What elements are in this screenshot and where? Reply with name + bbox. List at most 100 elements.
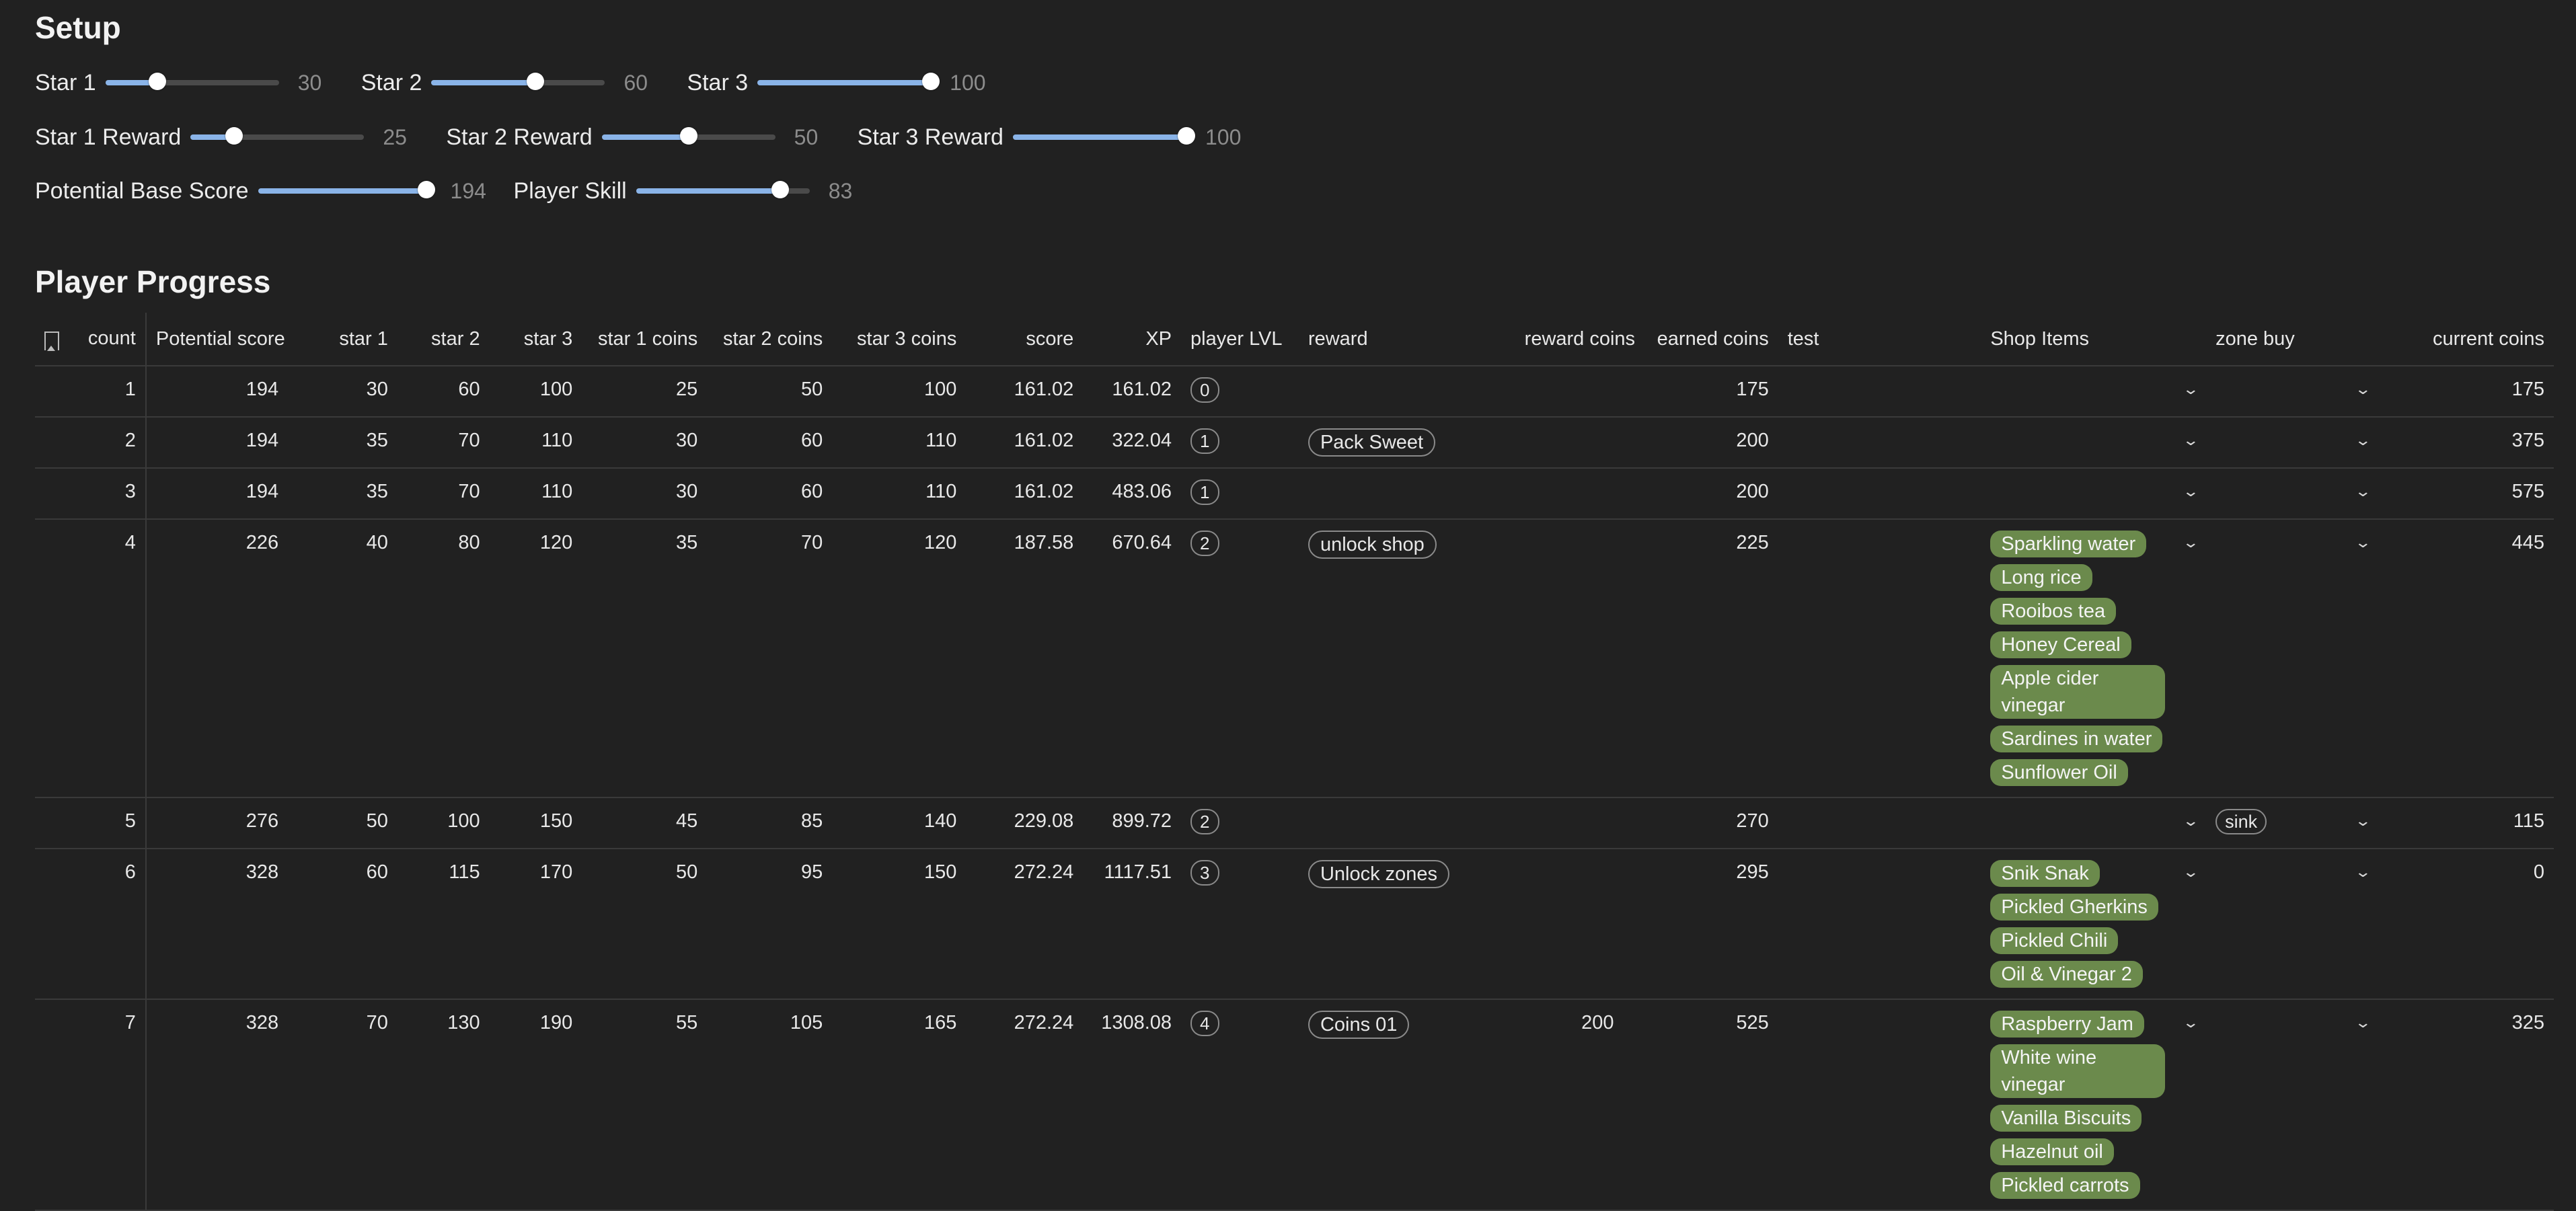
slider-track[interactable] bbox=[431, 73, 605, 90]
table-row[interactable]: 4 226 40 80 120 35 70 120 187.58 670.64 2 unlock sh… bbox=[35, 519, 2554, 797]
shop-items-list: Snik Snak Pickled Gherkins Pickled Chili Oi… bbox=[1990, 860, 2158, 988]
cell-test bbox=[1778, 849, 1981, 999]
slider-thumb[interactable] bbox=[922, 73, 940, 90]
cell-xp: 322.04 bbox=[1112, 430, 1172, 451]
chevron-down-icon[interactable]: ⌄ bbox=[2181, 863, 2199, 880]
slider-label: Star 3 bbox=[687, 69, 749, 95]
slider-thumb[interactable] bbox=[149, 73, 167, 90]
col-star1-coins[interactable]: star 1 coins bbox=[598, 327, 698, 350]
slider-track[interactable] bbox=[258, 181, 435, 198]
shop-item-tag: Hazelnut oil bbox=[1990, 1138, 2114, 1165]
slider-thumb[interactable] bbox=[771, 181, 789, 198]
col-star2-coins[interactable]: star 2 coins bbox=[722, 327, 823, 350]
col-star2[interactable]: star 2 bbox=[431, 327, 480, 350]
col-star1[interactable]: star 1 bbox=[339, 327, 388, 350]
slider-track[interactable] bbox=[636, 181, 810, 198]
slider-value: 100 bbox=[1205, 124, 1242, 149]
cell-shop-items[interactable]: Raspberry Jam White wine vinegar Vanilla B… bbox=[1981, 999, 2206, 1210]
cell-star2: 130 bbox=[447, 1012, 480, 1033]
table-row[interactable]: 2 194 35 70 110 30 60 110 161.02 322.04 1 Pack Swee… bbox=[35, 417, 2554, 468]
cell-c1: 30 bbox=[676, 430, 698, 451]
col-shop-items[interactable]: Shop Items bbox=[1990, 327, 2090, 350]
table-row[interactable]: 5 276 50 100 150 45 85 140 229.08 899.72 2 270 ⌄ sink… bbox=[35, 797, 2554, 849]
cell-current-coins: 175 bbox=[2511, 379, 2544, 400]
chevron-down-icon[interactable]: ⌄ bbox=[2354, 432, 2372, 448]
cell-star3: 170 bbox=[539, 861, 573, 883]
table-row[interactable]: 1 194 30 60 100 25 50 100 161.02 161.02 0 175 ⌄ ⌄ 175 bbox=[35, 366, 2554, 417]
cell-reward-coins bbox=[1515, 797, 1624, 849]
slider-value: 30 bbox=[297, 70, 322, 95]
chevron-down-icon[interactable]: ⌄ bbox=[2181, 534, 2199, 551]
slider-track[interactable] bbox=[190, 127, 365, 145]
cell-shop-items[interactable]: ⌄ bbox=[1981, 468, 2206, 519]
table-row[interactable]: 7 328 70 130 190 55 105 165 272.24 1308.08 4 Coins … bbox=[35, 999, 2554, 1210]
cell-shop-items[interactable]: ⌄ bbox=[1981, 366, 2206, 417]
cell-test bbox=[1778, 417, 1981, 468]
cell-reward-coins bbox=[1515, 417, 1624, 468]
col-reward-coins[interactable]: reward coins bbox=[1524, 327, 1636, 350]
slider-value: 50 bbox=[794, 124, 819, 149]
chevron-down-icon[interactable]: ⌄ bbox=[2354, 812, 2372, 829]
shop-item-tag: Apple cider vinegar bbox=[1990, 665, 2166, 719]
slider-track[interactable] bbox=[1012, 127, 1195, 145]
cell-zone-buy[interactable]: sink ⌄ bbox=[2206, 797, 2378, 849]
chevron-down-icon[interactable]: ⌄ bbox=[2354, 483, 2372, 500]
cell-c2: 50 bbox=[801, 379, 823, 400]
cell-shop-items[interactable]: ⌄ bbox=[1981, 797, 2206, 849]
slider-thumb[interactable] bbox=[225, 127, 243, 145]
slider-thumb[interactable] bbox=[417, 181, 435, 198]
cell-zone-buy[interactable]: ⌄ bbox=[2206, 366, 2378, 417]
chevron-down-icon[interactable]: ⌄ bbox=[2354, 534, 2372, 551]
chevron-down-icon[interactable]: ⌄ bbox=[2181, 1014, 2199, 1031]
col-score[interactable]: score bbox=[1026, 327, 1074, 350]
slider-thumb[interactable] bbox=[1177, 127, 1195, 145]
table-row[interactable]: 3 194 35 70 110 30 60 110 161.02 483.06 1 200 ⌄ ⌄ 575 bbox=[35, 468, 2554, 519]
col-potential-score[interactable]: Potential score bbox=[155, 327, 285, 350]
cell-zone-buy[interactable]: ⌄ bbox=[2206, 849, 2378, 999]
col-zone-buy[interactable]: zone buy bbox=[2215, 327, 2295, 350]
chevron-down-icon[interactable]: ⌄ bbox=[2354, 381, 2372, 397]
slider-thumb[interactable] bbox=[679, 127, 697, 145]
col-earned-coins[interactable]: earned coins bbox=[1657, 327, 1769, 350]
col-count[interactable]: count bbox=[35, 313, 147, 366]
slider-row-rewards: Star 1 Reward 25 Star 2 Reward 50 Star 3 Rew… bbox=[35, 117, 1268, 157]
col-star3[interactable]: star 3 bbox=[523, 327, 573, 350]
cell-shop-items[interactable]: ⌄ bbox=[1981, 417, 2206, 468]
player-progress-table: count Potential score star 1 star 2 star… bbox=[35, 313, 2554, 1211]
cell-xp: 161.02 bbox=[1112, 379, 1172, 400]
cell-star3: 110 bbox=[541, 430, 573, 451]
slider-thumb[interactable] bbox=[527, 73, 545, 90]
cell-shop-items[interactable]: Snik Snak Pickled Gherkins Pickled Chili Oi… bbox=[1981, 849, 2206, 999]
col-player-lvl[interactable]: player LVL bbox=[1190, 327, 1283, 350]
cell-star3: 120 bbox=[539, 532, 573, 553]
col-test[interactable]: test bbox=[1787, 327, 1819, 350]
slider-track[interactable] bbox=[757, 73, 940, 90]
shop-item-tag: Vanilla Biscuits bbox=[1990, 1105, 2142, 1132]
chevron-down-icon[interactable]: ⌄ bbox=[2181, 483, 2199, 500]
cell-zone-buy[interactable]: ⌄ bbox=[2206, 417, 2378, 468]
cell-c3: 150 bbox=[923, 861, 957, 883]
cell-test bbox=[1778, 999, 1981, 1210]
cell-zone-buy[interactable]: ⌄ bbox=[2206, 999, 2378, 1210]
chevron-down-icon[interactable]: ⌄ bbox=[2354, 863, 2372, 880]
cell-zone-buy[interactable]: ⌄ bbox=[2206, 519, 2378, 797]
slider-label: Star 2 bbox=[361, 69, 422, 95]
col-star3-coins[interactable]: star 3 coins bbox=[857, 327, 957, 350]
chevron-down-icon[interactable]: ⌄ bbox=[2354, 1014, 2372, 1031]
cell-reward: Coins 01 bbox=[1299, 999, 1515, 1210]
table-row[interactable]: 6 328 60 115 170 50 95 150 272.24 1117.51 3 Unlock … bbox=[35, 849, 2554, 999]
chevron-down-icon[interactable]: ⌄ bbox=[2181, 432, 2199, 448]
slider-label: Potential Base Score bbox=[35, 178, 249, 204]
cell-player-lvl: 2 bbox=[1181, 519, 1299, 797]
col-reward[interactable]: reward bbox=[1308, 327, 1368, 350]
col-xp[interactable]: XP bbox=[1145, 327, 1172, 350]
cell-shop-items[interactable]: Sparkling water Long rice Rooibos tea Honey… bbox=[1981, 519, 2206, 797]
shop-item-tag: Honey Cereal bbox=[1990, 631, 2131, 658]
cell-zone-buy[interactable]: ⌄ bbox=[2206, 468, 2378, 519]
slider-track[interactable] bbox=[105, 73, 279, 90]
slider-track[interactable] bbox=[601, 127, 775, 145]
chevron-down-icon[interactable]: ⌄ bbox=[2181, 381, 2199, 397]
col-current-coins[interactable]: current coins bbox=[2432, 327, 2544, 350]
chevron-down-icon[interactable]: ⌄ bbox=[2181, 812, 2199, 829]
cell-c2: 60 bbox=[801, 430, 823, 451]
